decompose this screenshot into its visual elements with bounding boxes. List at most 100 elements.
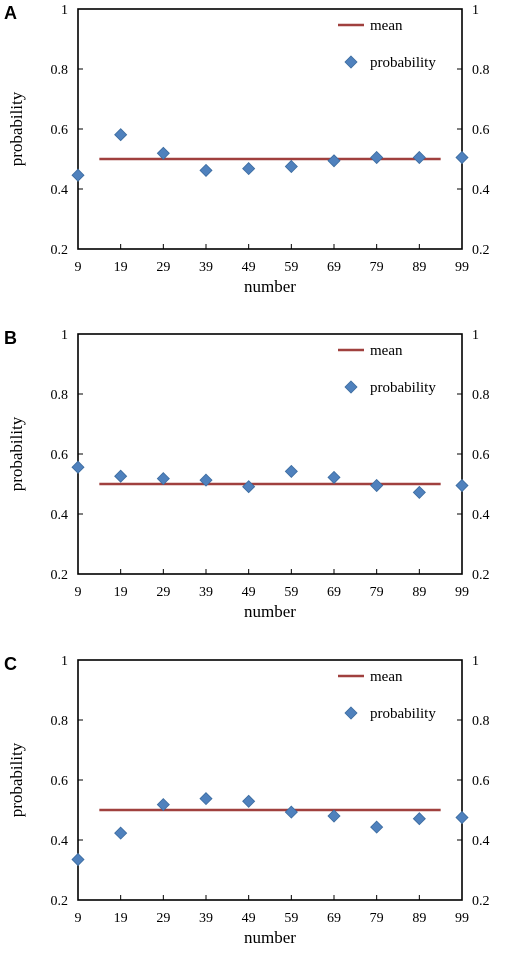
y-tick-label-left: 1 [61, 328, 68, 343]
x-tick-label: 39 [199, 911, 213, 926]
x-tick-label: 9 [75, 260, 82, 275]
panel-letter: B [4, 328, 17, 348]
probability-point [114, 826, 128, 840]
x-tick-label: 59 [284, 911, 298, 926]
y-tick-label-right: 0.8 [472, 388, 490, 403]
x-tick-label: 79 [370, 260, 384, 275]
probability-point [114, 469, 128, 483]
legend-mean-label: mean [370, 18, 403, 34]
y-tick-label-left: 0.6 [51, 123, 69, 138]
probability-point [284, 805, 298, 819]
x-tick-label: 79 [370, 585, 384, 600]
probability-point [455, 810, 469, 825]
panel-letter: C [4, 654, 17, 674]
y-tick-label-right: 0.8 [472, 714, 490, 729]
x-tick-label: 39 [199, 260, 213, 275]
probability-point [327, 809, 341, 823]
legend-probability-swatch [344, 55, 358, 69]
x-tick-label: 59 [284, 585, 298, 600]
legend-mean-label: mean [370, 669, 403, 685]
x-tick-label: 69 [327, 911, 341, 926]
probability-point [327, 470, 341, 484]
probability-point [156, 146, 170, 160]
probability-point [412, 150, 426, 165]
probability-point [412, 812, 426, 826]
plot-frame [77, 333, 463, 575]
x-tick-label: 29 [156, 585, 170, 600]
probability-point [327, 154, 341, 168]
probability-point [199, 473, 213, 487]
y-tick-label-left: 0.8 [51, 714, 69, 729]
x-tick-label: 19 [114, 260, 128, 275]
x-tick-label: 49 [242, 911, 256, 926]
x-tick-label: 89 [412, 911, 426, 926]
x-tick-label: 19 [114, 585, 128, 600]
y-axis-label: probability [7, 742, 26, 817]
probability-point [370, 150, 384, 165]
y-tick-label-right: 0.2 [472, 894, 490, 909]
y-tick-label-left: 0.4 [51, 508, 69, 523]
x-tick-label: 29 [156, 911, 170, 926]
x-tick-label: 99 [455, 585, 469, 600]
y-tick-label-left: 1 [61, 654, 68, 669]
x-tick-label: 69 [327, 585, 341, 600]
x-tick-label: 59 [284, 260, 298, 275]
y-tick-label-right: 0.4 [472, 834, 490, 849]
legend-mean-label: mean [370, 343, 403, 359]
x-axis-label: number [244, 277, 296, 296]
x-tick-label: 49 [242, 585, 256, 600]
probability-point [370, 478, 384, 493]
x-tick-label: 89 [412, 585, 426, 600]
x-tick-label: 49 [242, 260, 256, 275]
legend-probability-label: probability [370, 706, 436, 722]
x-tick-label: 9 [75, 911, 82, 926]
x-tick-label: 69 [327, 260, 341, 275]
x-tick-label: 19 [114, 911, 128, 926]
probability-point [199, 163, 213, 177]
y-tick-label-left: 0.4 [51, 834, 69, 849]
legend-probability-swatch [344, 380, 358, 394]
probability-point [114, 128, 128, 142]
y-tick-label-right: 0.2 [472, 243, 490, 258]
probability-point [71, 460, 85, 474]
probability-point [71, 852, 85, 867]
y-tick-label-left: 0.6 [51, 448, 69, 463]
x-tick-label: 39 [199, 585, 213, 600]
probability-point [242, 480, 256, 494]
y-tick-label-left: 0.2 [51, 894, 69, 909]
x-tick-label: 99 [455, 911, 469, 926]
probability-point [242, 162, 256, 176]
probability-point [156, 472, 170, 486]
probability-point [242, 794, 256, 808]
y-tick-label-right: 1 [472, 3, 479, 18]
y-axis-label: probability [7, 91, 26, 166]
y-tick-label-left: 0.4 [51, 183, 69, 198]
x-axis-label: number [244, 928, 296, 947]
y-tick-label-right: 0.4 [472, 183, 490, 198]
probability-point [284, 464, 298, 478]
y-tick-label-left: 0.6 [51, 774, 69, 789]
y-tick-label-left: 0.2 [51, 568, 69, 583]
y-tick-label-left: 0.2 [51, 243, 69, 258]
panel-letter: A [4, 3, 17, 23]
probability-point [370, 820, 384, 834]
y-tick-label-right: 0.4 [472, 508, 490, 523]
x-axis-label: number [244, 602, 296, 621]
probability-point [455, 150, 469, 165]
y-tick-label-left: 0.8 [51, 388, 69, 403]
legend-probability-swatch [344, 706, 358, 720]
probability-point [71, 168, 85, 182]
y-tick-label-right: 0.6 [472, 123, 490, 138]
y-tick-label-right: 1 [472, 654, 479, 669]
x-tick-label: 29 [156, 260, 170, 275]
plot-frame [77, 659, 463, 901]
y-tick-label-right: 0.6 [472, 774, 490, 789]
probability-point [199, 792, 213, 806]
x-tick-label: 79 [370, 911, 384, 926]
y-axis-label: probability [7, 416, 26, 491]
y-tick-label-left: 1 [61, 3, 68, 18]
y-tick-label-right: 1 [472, 328, 479, 343]
probability-point [284, 159, 298, 174]
probability-point [412, 485, 426, 499]
